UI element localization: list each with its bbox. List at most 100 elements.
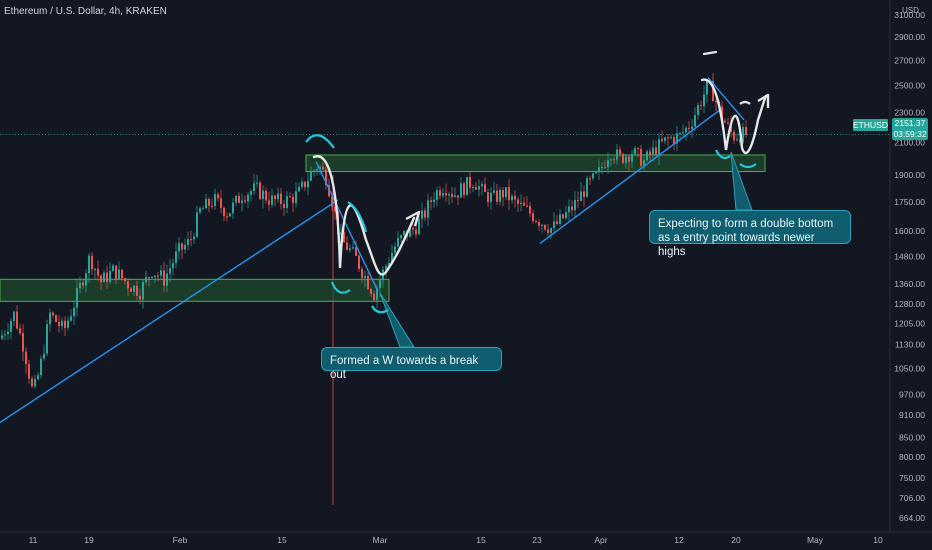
candle-body <box>199 208 201 213</box>
candle-body <box>100 275 102 283</box>
candle-body <box>307 180 309 188</box>
candle-body <box>217 194 219 199</box>
trendline <box>0 199 339 423</box>
candle-body <box>40 358 42 376</box>
candle-body <box>391 252 393 263</box>
candle-body <box>82 282 84 286</box>
candle-body <box>679 133 681 135</box>
candle-body <box>115 265 117 279</box>
candle-body <box>286 196 288 208</box>
x-tick-label: 15 <box>277 535 287 545</box>
candle-body <box>10 320 12 332</box>
candle-body <box>313 170 315 172</box>
candle-body <box>631 154 633 162</box>
candle-body <box>331 196 333 207</box>
top-mark <box>702 50 718 56</box>
y-tick-label: 1280.00 <box>894 299 925 309</box>
candle-body <box>142 282 144 300</box>
candle-body <box>586 178 588 197</box>
candle-body <box>601 167 603 169</box>
callout-w-pattern[interactable]: Formed a W towards a break out <box>321 347 502 381</box>
callout-double-bottom[interactable]: Expecting to form a double bottom as a e… <box>649 210 851 258</box>
candle-body <box>253 183 255 192</box>
candle-body <box>427 200 429 218</box>
candle-body <box>214 194 216 206</box>
candle-body <box>448 194 450 196</box>
candle-body <box>625 156 627 163</box>
candle-body <box>697 105 699 116</box>
candle-body <box>436 190 438 200</box>
candle-body <box>121 269 123 279</box>
x-tick-label: 15 <box>476 535 486 545</box>
candle-body <box>103 272 105 283</box>
candle-body <box>403 230 405 236</box>
candle-body <box>64 320 66 328</box>
candle-body <box>409 227 411 237</box>
candle-body <box>205 198 207 209</box>
candle-body <box>454 195 456 197</box>
candle-body <box>469 177 471 188</box>
candle-body <box>352 247 354 249</box>
candle-body <box>571 206 573 211</box>
callout-w-pattern-text: Formed a W towards a break out <box>330 355 479 381</box>
candle-body <box>22 333 24 352</box>
candle-body <box>421 210 423 219</box>
candle-body <box>655 147 657 156</box>
candle-body <box>592 173 594 179</box>
candle-body <box>550 228 552 234</box>
candle-body <box>301 181 303 187</box>
candle-body <box>157 275 159 277</box>
candle-body <box>4 334 6 336</box>
candle-body <box>58 321 60 327</box>
candle-body <box>433 199 435 203</box>
candle-body <box>328 184 330 197</box>
candle-body <box>175 251 177 264</box>
bottom-arc <box>715 149 731 160</box>
candle-body <box>7 331 9 335</box>
candle-body <box>223 207 225 217</box>
candle-body <box>535 221 537 223</box>
y-tick-label: 1900.00 <box>894 170 925 180</box>
candle-body <box>700 105 702 107</box>
candle-body <box>160 270 162 276</box>
candle-body <box>289 196 291 198</box>
candle-body <box>616 149 618 160</box>
candle-body <box>688 127 690 129</box>
candle-body <box>265 190 267 201</box>
candle-body <box>385 266 387 270</box>
symbol-tag[interactable]: ETHUSD <box>853 119 888 131</box>
candle-body <box>574 199 576 211</box>
candle-body <box>19 328 21 334</box>
candle-body <box>151 276 153 278</box>
candle-body <box>487 192 489 202</box>
candle-body <box>505 187 507 198</box>
candle-body <box>52 312 54 316</box>
x-tick-label: May <box>807 535 824 545</box>
x-tick-label: Apr <box>594 535 607 545</box>
candle-body <box>334 206 336 212</box>
candle-body <box>79 282 81 289</box>
candle-body <box>502 189 504 198</box>
candle-body <box>640 149 642 167</box>
candle-body <box>55 315 57 322</box>
candle-body <box>364 275 366 278</box>
candle-body <box>184 244 186 250</box>
support-zone <box>0 278 390 302</box>
candle-body <box>244 200 246 202</box>
candle-body <box>361 268 363 278</box>
y-tick-label: 800.00 <box>899 452 925 462</box>
bottom-arc <box>371 305 389 314</box>
candle-body <box>373 293 375 301</box>
candle-body <box>442 193 444 196</box>
candle-body <box>430 200 432 203</box>
arrow-head <box>757 93 770 108</box>
candle-body <box>274 195 276 200</box>
candle-body <box>94 268 96 270</box>
candle-body <box>226 216 228 218</box>
candle-body <box>736 139 738 141</box>
candle-body <box>148 277 150 279</box>
candle-body <box>181 243 183 250</box>
candle-body <box>280 193 282 205</box>
